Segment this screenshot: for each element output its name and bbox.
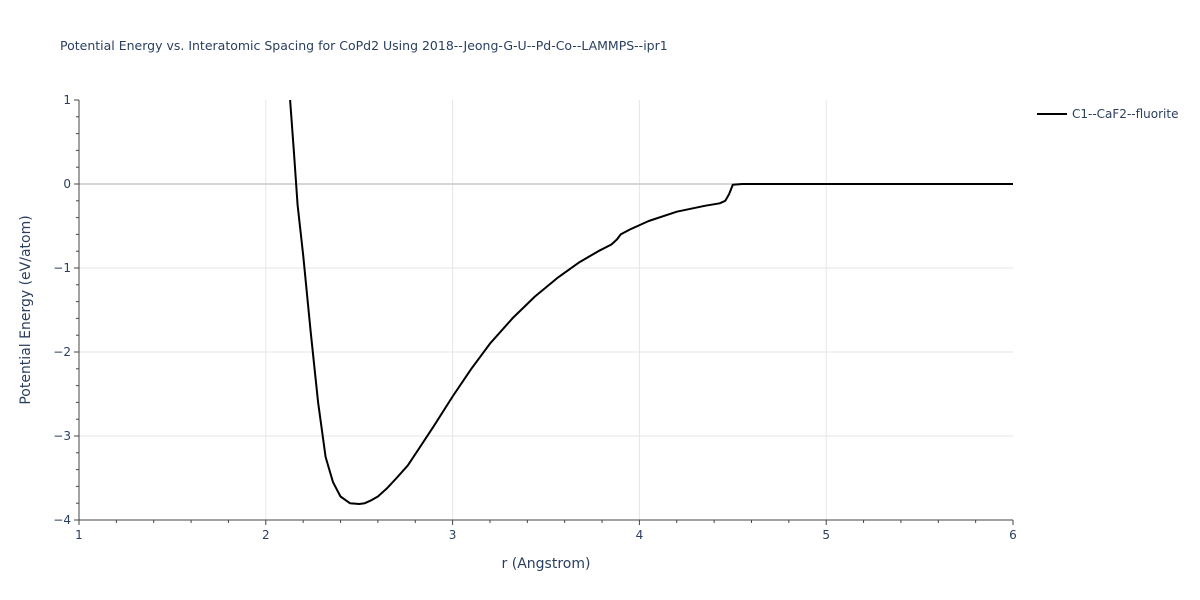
y-tick-label: −3	[53, 429, 71, 443]
x-tick-label: 1	[75, 528, 83, 542]
legend-label: C1--CaF2--fluorite	[1072, 107, 1178, 121]
x-axis-label: r (Angstrom)	[502, 556, 591, 572]
chart-title: Potential Energy vs. Interatomic Spacing…	[60, 38, 668, 53]
x-tick-label: 5	[822, 528, 830, 542]
y-ticks: 1 0 −1 −2 −3 −4	[53, 93, 79, 527]
x-tick-label: 4	[636, 528, 644, 542]
series-line	[289, 99, 1013, 505]
y-tick-label: 0	[63, 177, 71, 191]
y-tick-label: −2	[53, 345, 71, 359]
y-axis-label: Potential Energy (eV/atom)	[18, 215, 34, 404]
grid	[79, 100, 1013, 520]
y-tick-label: −1	[53, 261, 71, 275]
x-ticks: 1 2 3 4 5 6	[75, 520, 1017, 542]
x-tick-label: 3	[449, 528, 457, 542]
axes	[78, 100, 1013, 521]
y-tick-label: −4	[53, 513, 71, 527]
x-tick-label: 6	[1009, 528, 1017, 542]
y-tick-label: 1	[63, 93, 71, 107]
x-tick-label: 2	[262, 528, 270, 542]
series-layer	[289, 99, 1013, 505]
legend[interactable]: C1--CaF2--fluorite	[1037, 107, 1178, 121]
